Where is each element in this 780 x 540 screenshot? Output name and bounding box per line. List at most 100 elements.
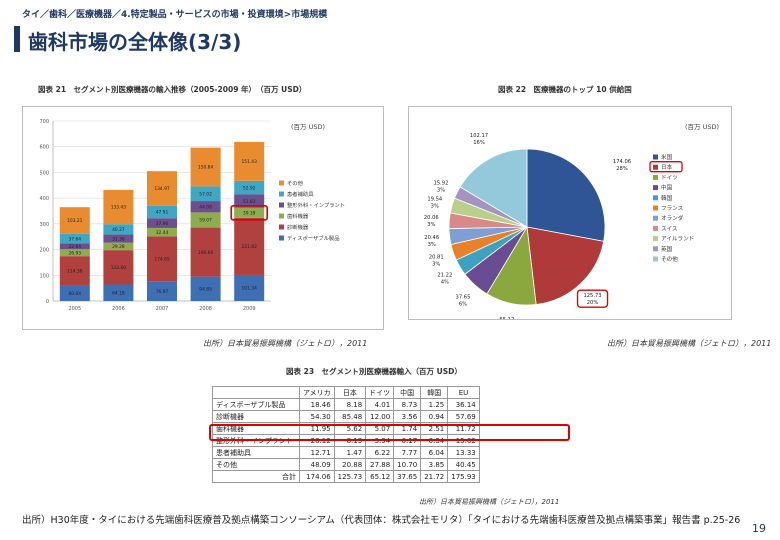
bar-segment xyxy=(103,234,134,243)
data-label: 47.91 xyxy=(156,210,169,216)
table-cell: 27.88 xyxy=(365,458,395,471)
legend-label: オランダ xyxy=(661,214,684,222)
legend-label: 整形外科・インプラント xyxy=(287,201,345,209)
pie-percent: 3% xyxy=(428,242,436,248)
table-row: その他 48.09 20.88 27.88 10.70 3.85 40.45 xyxy=(212,458,480,471)
legend-swatch xyxy=(653,205,658,211)
legend-swatch xyxy=(653,174,658,180)
table-cell: 13.33 xyxy=(447,446,480,459)
data-label: 51.83 xyxy=(243,199,256,205)
data-label: 32.44 xyxy=(156,230,169,236)
legend-swatch xyxy=(653,164,658,170)
table-row: 合計 174.06 125.73 65.12 37.65 21.72 175.93 xyxy=(212,470,480,483)
pie-value: 125.73 xyxy=(583,293,601,299)
y-tick-label: 700 xyxy=(39,119,49,125)
table-row-label: ディスポーザブル製品 xyxy=(212,398,300,411)
footer-source: 出所）H30年度・タイにおける先端歯科医療普及拠点構築コンソーシアム（代表団体：… xyxy=(22,515,741,526)
legend-swatch xyxy=(653,215,658,221)
bar-segment xyxy=(234,274,265,301)
pie-data-label: 37.656% xyxy=(456,295,471,308)
bar-segment xyxy=(103,189,134,225)
pie-slice xyxy=(526,148,606,242)
data-label: 40.27 xyxy=(112,227,125,233)
y-tick-label: 300 xyxy=(39,222,49,228)
legend-swatch xyxy=(279,235,284,241)
breadcrumb: タイ／歯科／医療機器／4.特定製品・サービスの市場・投資環境>市場規模 xyxy=(22,10,328,20)
pie-value: 20.81 xyxy=(429,254,444,260)
pie-value: 15.92 xyxy=(434,180,449,186)
table-cell: 125.73 xyxy=(333,470,367,483)
legend-label: 英国 xyxy=(661,245,673,253)
bar-segment xyxy=(190,227,221,277)
legend-label: その他 xyxy=(287,179,304,187)
legend-label: 韓国 xyxy=(661,194,673,202)
bar-segment xyxy=(59,256,90,286)
table-column-header: 韓国 xyxy=(420,386,449,399)
table-row-label: その他 xyxy=(212,458,300,471)
data-label: 57.02 xyxy=(199,191,212,197)
legend-swatch xyxy=(653,256,658,262)
pie-value: 174.06 xyxy=(613,159,631,165)
table-column-header: 中国 xyxy=(393,386,422,399)
pie-percent: 16% xyxy=(473,140,485,146)
pie-value: 19.54 xyxy=(427,196,443,202)
dental-highlight-box xyxy=(230,204,268,221)
table-cell: 40.45 xyxy=(447,458,480,471)
data-label: 94.85 xyxy=(199,287,212,293)
table-column-header: ドイツ xyxy=(365,386,395,399)
pie-unit: (百万 USD) xyxy=(685,123,719,131)
bar-segment xyxy=(147,205,177,219)
table-row: 歯科機器 11.95 5.62 5.07 1.74 2.51 11.72 xyxy=(212,422,480,435)
data-label: 133.60 xyxy=(111,265,127,271)
table-row-label: 合計 xyxy=(212,470,300,483)
data-label: 133.43 xyxy=(111,205,127,211)
chart-unit: (百万 USD) xyxy=(291,123,325,131)
bar-segment xyxy=(190,147,221,187)
pie-percent: 28% xyxy=(616,166,628,172)
bar-segment xyxy=(147,218,177,228)
bar-segment xyxy=(59,249,90,257)
data-label: 221.82 xyxy=(242,244,258,250)
data-label: 150.84 xyxy=(198,165,214,171)
x-tick-label: 2007 xyxy=(156,306,169,312)
table-header-row: アメリカ 日本 ドイツ 中国 韓国 EU xyxy=(212,386,480,399)
table-column-header: 日本 xyxy=(333,386,367,399)
bar-segment xyxy=(59,243,90,250)
pie-percent: 4% xyxy=(441,280,449,286)
data-label: 134.97 xyxy=(154,186,170,192)
table-cell: 1.25 xyxy=(420,398,449,411)
table-cell: 18.46 xyxy=(299,398,335,411)
legend-label: その他 xyxy=(661,255,678,263)
table-cell: 54.30 xyxy=(299,410,335,423)
legend-swatch xyxy=(279,224,284,230)
data-label: 76.97 xyxy=(156,289,169,295)
legend-label: 日本 xyxy=(661,163,673,171)
y-tick-label: 100 xyxy=(39,273,49,279)
legend-label: ディスポーザブル製品 xyxy=(287,234,340,242)
x-tick-label: 2009 xyxy=(243,306,256,312)
table-cell: 8.73 xyxy=(393,398,422,411)
table-cell: 85.48 xyxy=(333,410,367,423)
legend-swatch xyxy=(653,236,658,242)
data-label: 103.21 xyxy=(67,218,83,224)
bar-segment xyxy=(234,194,265,208)
pie-value: 20.06 xyxy=(424,215,439,221)
bar-segment xyxy=(103,242,134,251)
data-label: 59.07 xyxy=(199,218,212,224)
pie-data-label: 21.224% xyxy=(437,273,452,286)
x-tick-label: 2008 xyxy=(199,306,212,312)
pie-slice xyxy=(526,226,605,305)
bar-segment xyxy=(59,285,90,301)
data-label: 44.08 xyxy=(199,204,212,210)
legend-label: 診断機器 xyxy=(287,223,309,231)
legend-label: フランス xyxy=(661,205,684,212)
bar-segment xyxy=(103,250,134,285)
table-cell: 3.56 xyxy=(393,410,422,423)
legend-swatch xyxy=(653,225,658,231)
bar-segment xyxy=(190,186,221,202)
data-label: 60.04 xyxy=(69,291,82,297)
page-title: 歯科市場の全体像(3/3) xyxy=(28,30,242,54)
table-cell: 3.85 xyxy=(420,458,449,471)
bar-segment xyxy=(190,212,221,228)
pie-data-label: 20.463% xyxy=(424,235,439,248)
